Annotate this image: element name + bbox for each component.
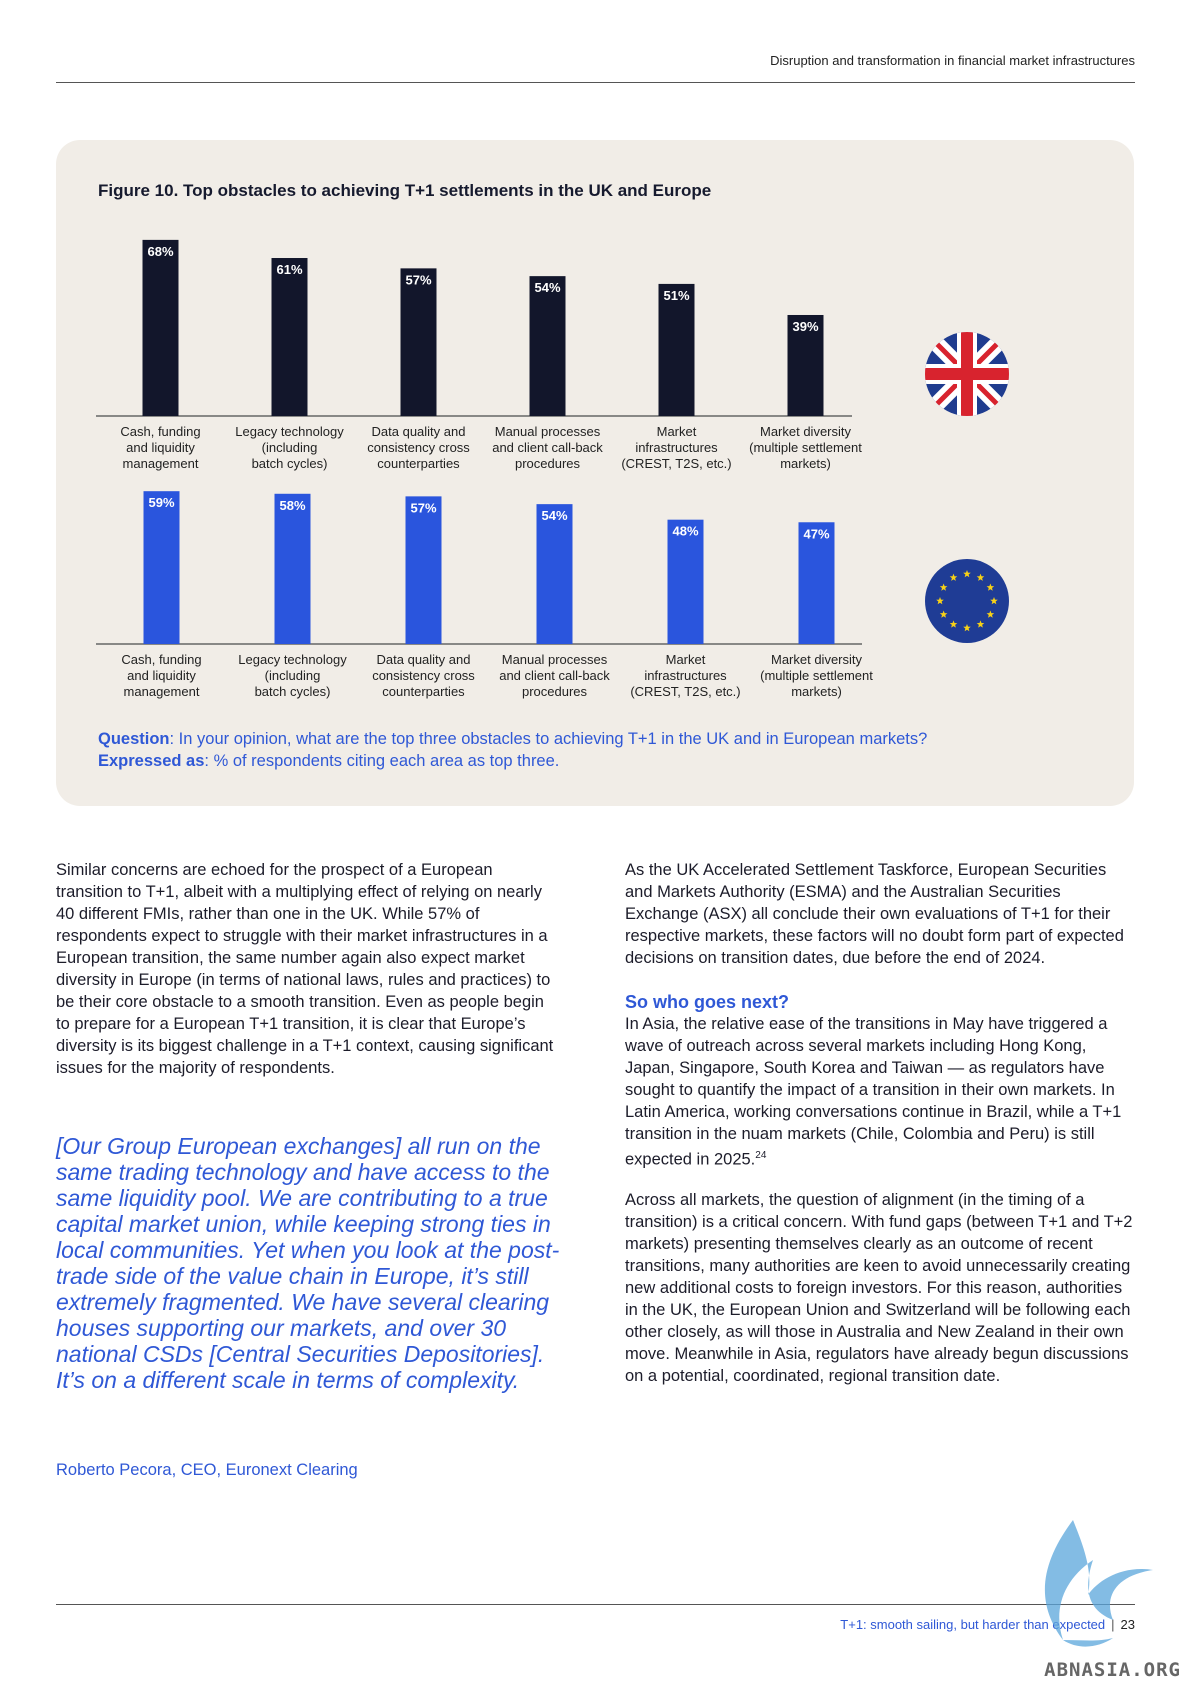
bar (271, 258, 308, 416)
data-label: 47% (803, 526, 829, 541)
star-icon (939, 610, 948, 618)
bar-charts: 68% Cash, funding and liquidity management 6… (96, 239, 873, 699)
category-label: Market infrastructures (CREST, T2S, etc.) (621, 424, 731, 471)
bar (787, 314, 824, 416)
bird-logo-icon (1044, 1520, 1153, 1647)
star-icon (986, 583, 995, 591)
bar (400, 268, 437, 416)
data-label: 59% (148, 495, 174, 510)
bar (536, 504, 573, 644)
star-icon (963, 570, 971, 578)
footer-report-title: T+1: smooth sailing, but harder than exp… (840, 1617, 1106, 1632)
bar (405, 496, 442, 644)
data-label: 54% (534, 280, 560, 295)
data-label: 51% (663, 288, 689, 303)
running-head: Disruption and transformation in financi… (770, 53, 1135, 68)
quote-attribution: Roberto Pecora, CEO, Euronext Clearing (56, 1461, 358, 1479)
expressed-label: Expressed as (98, 752, 205, 770)
footer-separator: | (1111, 1617, 1115, 1632)
star-icon (963, 624, 971, 632)
footer-rule (56, 1604, 1135, 1605)
category-label: Cash, funding and liquidity management (121, 652, 201, 699)
category-label: Market diversity (multiple settlement mark… (749, 424, 862, 471)
category-label: Data quality and consistency cross counter… (372, 652, 475, 699)
section-subheading: So who goes next? (625, 992, 790, 1012)
eu-flag-icon (925, 559, 1009, 643)
category-label: Manual processes and client call-back proc… (499, 652, 610, 699)
data-label: 39% (792, 319, 818, 334)
data-label: 57% (405, 272, 431, 287)
page-number: 23 (1120, 1617, 1135, 1632)
star-icon (939, 583, 948, 591)
bar (142, 239, 179, 416)
star-icon (976, 573, 985, 581)
star-icon (976, 620, 985, 628)
category-label: Legacy technology (including batch cycles) (238, 652, 347, 699)
category-label: Legacy technology (including batch cycles) (235, 424, 344, 471)
right-column: As the UK Accelerated Settlement Taskfor… (625, 859, 1135, 1387)
star-icon (936, 597, 944, 605)
bar (143, 491, 180, 644)
right-paragraph-1: As the UK Accelerated Settlement Taskfor… (625, 861, 1124, 967)
left-column: Similar concerns are echoed for the pros… (56, 859, 556, 1079)
bar (798, 522, 835, 644)
data-label: 58% (279, 498, 305, 513)
star-icon (990, 597, 998, 605)
watermark: ABNASIA.ORG (1044, 1520, 1181, 1681)
question-text: : In your opinion, what are the top thre… (169, 730, 928, 748)
category-label: Market diversity (multiple settlement mark… (760, 652, 873, 699)
figure-question: Question: In your opinion, what are the … (98, 728, 1058, 772)
bar-chart-europe: 59% Cash, funding and liquidity management 5… (96, 491, 873, 699)
right-paragraph-2: In Asia, the relative ease of the transi… (625, 1013, 1135, 1171)
data-label: 61% (276, 262, 302, 277)
star-icon (986, 610, 995, 618)
bar-chart-uk: 68% Cash, funding and liquidity management 6… (96, 239, 862, 471)
star-icon (949, 620, 958, 628)
bar (274, 493, 311, 644)
data-label: 54% (541, 508, 567, 523)
data-label: 57% (410, 500, 436, 515)
figure-title: Figure 10. Top obstacles to achieving T+… (98, 181, 712, 200)
right-paragraph-2-text: In Asia, the relative ease of the transi… (625, 1015, 1122, 1169)
pull-quote: [Our Group European exchanges] all run o… (56, 1133, 560, 1393)
question-label: Question (98, 730, 170, 748)
figure-chart: 68% Cash, funding and liquidity management 6… (96, 239, 1009, 699)
category-label: Market infrastructures (CREST, T2S, etc.) (630, 652, 740, 699)
category-label: Data quality and consistency cross counter… (367, 424, 470, 471)
footer: T+1: smooth sailing, but harder than exp… (840, 1617, 1135, 1632)
uk-flag-icon (925, 332, 1009, 416)
star-icon (949, 573, 958, 581)
bar (529, 276, 566, 416)
left-paragraph: Similar concerns are echoed for the pros… (56, 861, 554, 1077)
watermark-text: ABNASIA.ORG (1044, 1659, 1181, 1681)
category-label: Cash, funding and liquidity management (120, 424, 200, 471)
category-label: Manual processes and client call-back proc… (492, 424, 603, 471)
data-label: 68% (147, 244, 173, 259)
bar (667, 519, 704, 644)
bar (658, 283, 695, 416)
data-label: 48% (672, 524, 698, 539)
expressed-text: : % of respondents citing each area as t… (204, 752, 560, 770)
figure-panel (56, 140, 1134, 806)
header-rule (56, 82, 1135, 83)
right-paragraph-3: Across all markets, the question of alig… (625, 1190, 1133, 1385)
footnote-ref: 24 (755, 1150, 767, 1161)
